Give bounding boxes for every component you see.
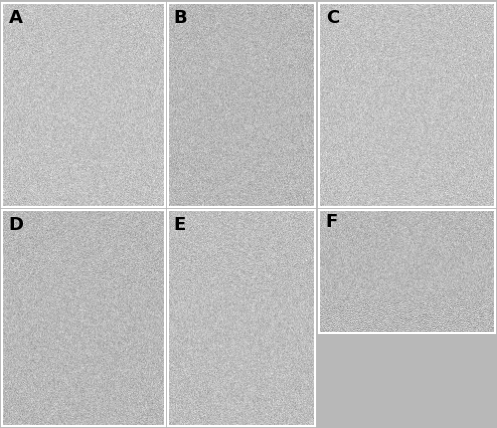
Text: C: C (326, 9, 339, 27)
Text: E: E (174, 216, 186, 234)
Text: B: B (174, 9, 187, 27)
Text: D: D (8, 216, 23, 234)
Text: F: F (326, 214, 338, 232)
Text: A: A (8, 9, 22, 27)
